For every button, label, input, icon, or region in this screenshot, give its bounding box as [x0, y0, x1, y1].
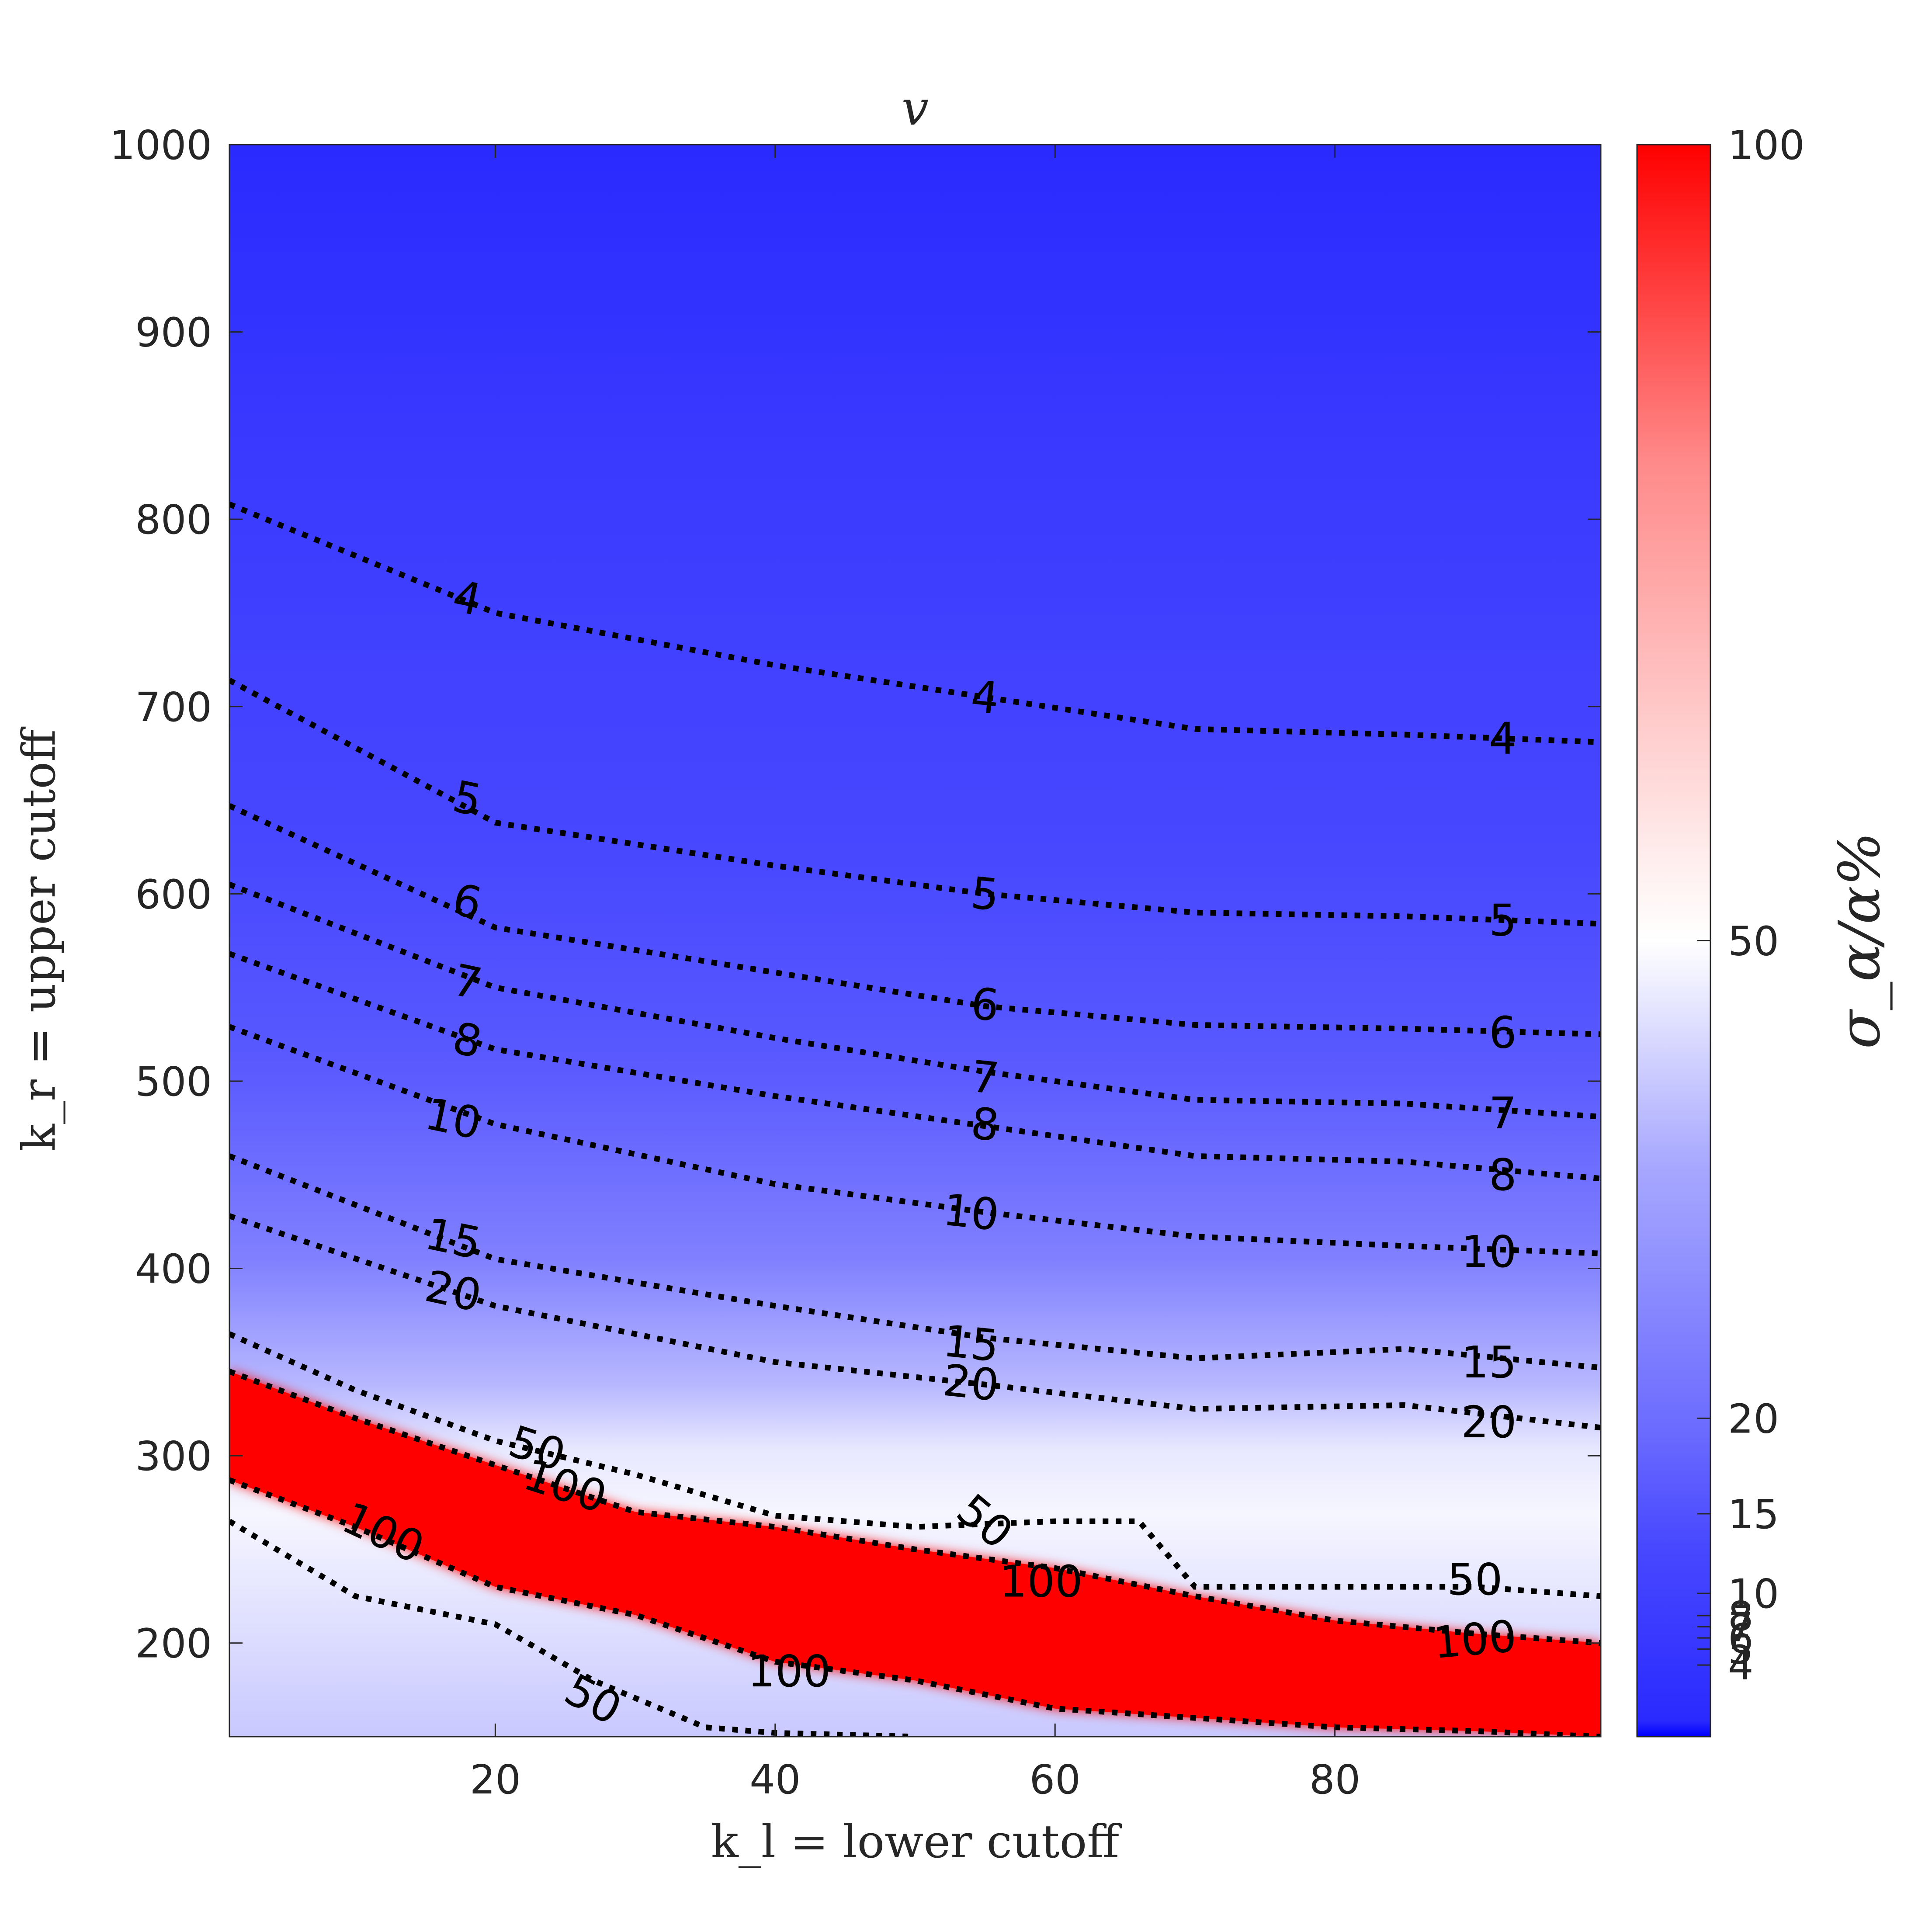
colorbar-tick-label: 6	[1728, 1615, 1754, 1662]
contour-label-text: 100	[747, 1646, 831, 1697]
contour-label-text: 6	[968, 978, 1002, 1031]
contour-label-text: 5	[968, 867, 1002, 921]
contour-label-text: 15	[1461, 1337, 1516, 1388]
contour-label: 100	[747, 1646, 831, 1697]
y-tick-label: 900	[135, 309, 212, 356]
contour-label: 10	[1461, 1226, 1516, 1277]
contour-label-text: 20	[421, 1260, 486, 1322]
contour-label: 20	[421, 1260, 486, 1322]
y-tick-label: 300	[135, 1433, 212, 1480]
contour-label-text: 15	[941, 1315, 1002, 1372]
x-tick-label: 20	[470, 1756, 521, 1803]
contour-label-text: 8	[968, 1098, 1002, 1152]
contour-line-4	[229, 501, 1601, 745]
colorbar-tick-label: 50	[1728, 918, 1779, 965]
x-tick-label: 40	[749, 1756, 801, 1803]
contour-label-text: 4	[968, 670, 1002, 724]
contour-label: 15	[421, 1208, 486, 1270]
contour-label: 6	[1489, 1007, 1517, 1058]
colorbar-tick-label: 10	[1728, 1571, 1779, 1617]
contour-label: 5	[1489, 895, 1517, 946]
contour-label-text: 50	[1447, 1554, 1502, 1605]
contour-label: 10	[421, 1088, 486, 1150]
contour-label: 4	[1489, 713, 1517, 764]
y-axis-ticks: 200 300 400 500 600 700 800 900 1000	[110, 122, 1601, 1667]
contour-label: 15	[1461, 1337, 1516, 1388]
x-tick-label: 80	[1309, 1756, 1360, 1803]
colorbar-tick-label: 20	[1728, 1395, 1779, 1442]
contour-label-text: 8	[1489, 1149, 1517, 1200]
contour-label-text: 10	[421, 1088, 486, 1150]
heatmap-high-region	[229, 1371, 1601, 1737]
contour-line-5	[229, 678, 1601, 927]
contour-label-text: 6	[1489, 1007, 1517, 1058]
colorbar-label: σ_α/α%	[1826, 832, 1893, 1049]
contour-label: 6	[968, 978, 1002, 1031]
contour-label-text: 4	[1489, 713, 1517, 764]
contour-label: 15	[941, 1315, 1002, 1372]
contour-label: 7	[1489, 1088, 1517, 1139]
colorbar-tick-label: 100	[1728, 122, 1805, 169]
contour-line-50	[229, 1331, 1601, 1599]
y-tick-label: 600	[135, 871, 212, 918]
contour-line-100	[229, 1369, 1601, 1646]
colorbar-tick-label: 8	[1728, 1593, 1754, 1640]
contour-label: 4	[968, 670, 1002, 724]
contour-label: 10	[941, 1184, 1002, 1241]
contour-label: 50	[1447, 1554, 1502, 1605]
contour-label: 20	[941, 1355, 1002, 1412]
contour-label: 8	[1489, 1149, 1517, 1200]
contour-label-text: 100	[999, 1556, 1083, 1607]
contour-label: 20	[1461, 1397, 1516, 1448]
y-tick-label: 500	[135, 1058, 212, 1105]
colorbar-tick-label: 5	[1728, 1627, 1754, 1673]
colorbar-tick-label: 7	[1728, 1604, 1754, 1651]
chart-title: v	[902, 80, 929, 136]
contour-label-text: 5	[1489, 895, 1517, 946]
contour-label-text: 15	[421, 1208, 486, 1270]
contour-label-text: 20	[941, 1355, 1002, 1412]
y-axis-label: k_r = upper cutoff	[12, 726, 66, 1152]
contour-line-8	[229, 951, 1601, 1182]
contour-label: 5	[968, 867, 1002, 921]
y-tick-label: 800	[135, 496, 212, 543]
y-tick-label: 400	[135, 1246, 212, 1293]
x-tick-label: 60	[1030, 1756, 1081, 1803]
y-tick-label: 1000	[110, 122, 212, 169]
contour-label: 8	[968, 1098, 1002, 1152]
contour-label-text: 100	[1431, 1610, 1519, 1668]
contour-line-20	[229, 1213, 1601, 1431]
contour-label-text: 7	[1489, 1088, 1517, 1139]
high-region-fill	[229, 1371, 1601, 1737]
y-tick-label: 200	[135, 1620, 212, 1667]
colorbar-tick-label: 15	[1728, 1491, 1779, 1538]
contour-label-text: 7	[968, 1051, 1002, 1104]
x-axis-label: k_l = lower cutoff	[711, 1815, 1122, 1868]
y-tick-label: 700	[135, 684, 212, 731]
contour-label-text: 10	[941, 1184, 1002, 1241]
contour-label-text: 10	[1461, 1226, 1516, 1277]
x-axis-ticks: 20 40 60 80	[470, 145, 1360, 1803]
contour-label: 7	[968, 1051, 1002, 1104]
contour-line-6	[229, 803, 1601, 1037]
contour-label: 100	[999, 1556, 1083, 1607]
contour-label-text: 20	[1461, 1397, 1516, 1448]
colorbar-tick-label: 4	[1728, 1642, 1754, 1689]
contour-label: 100	[1431, 1610, 1519, 1668]
plot-frame	[229, 144, 1602, 1738]
